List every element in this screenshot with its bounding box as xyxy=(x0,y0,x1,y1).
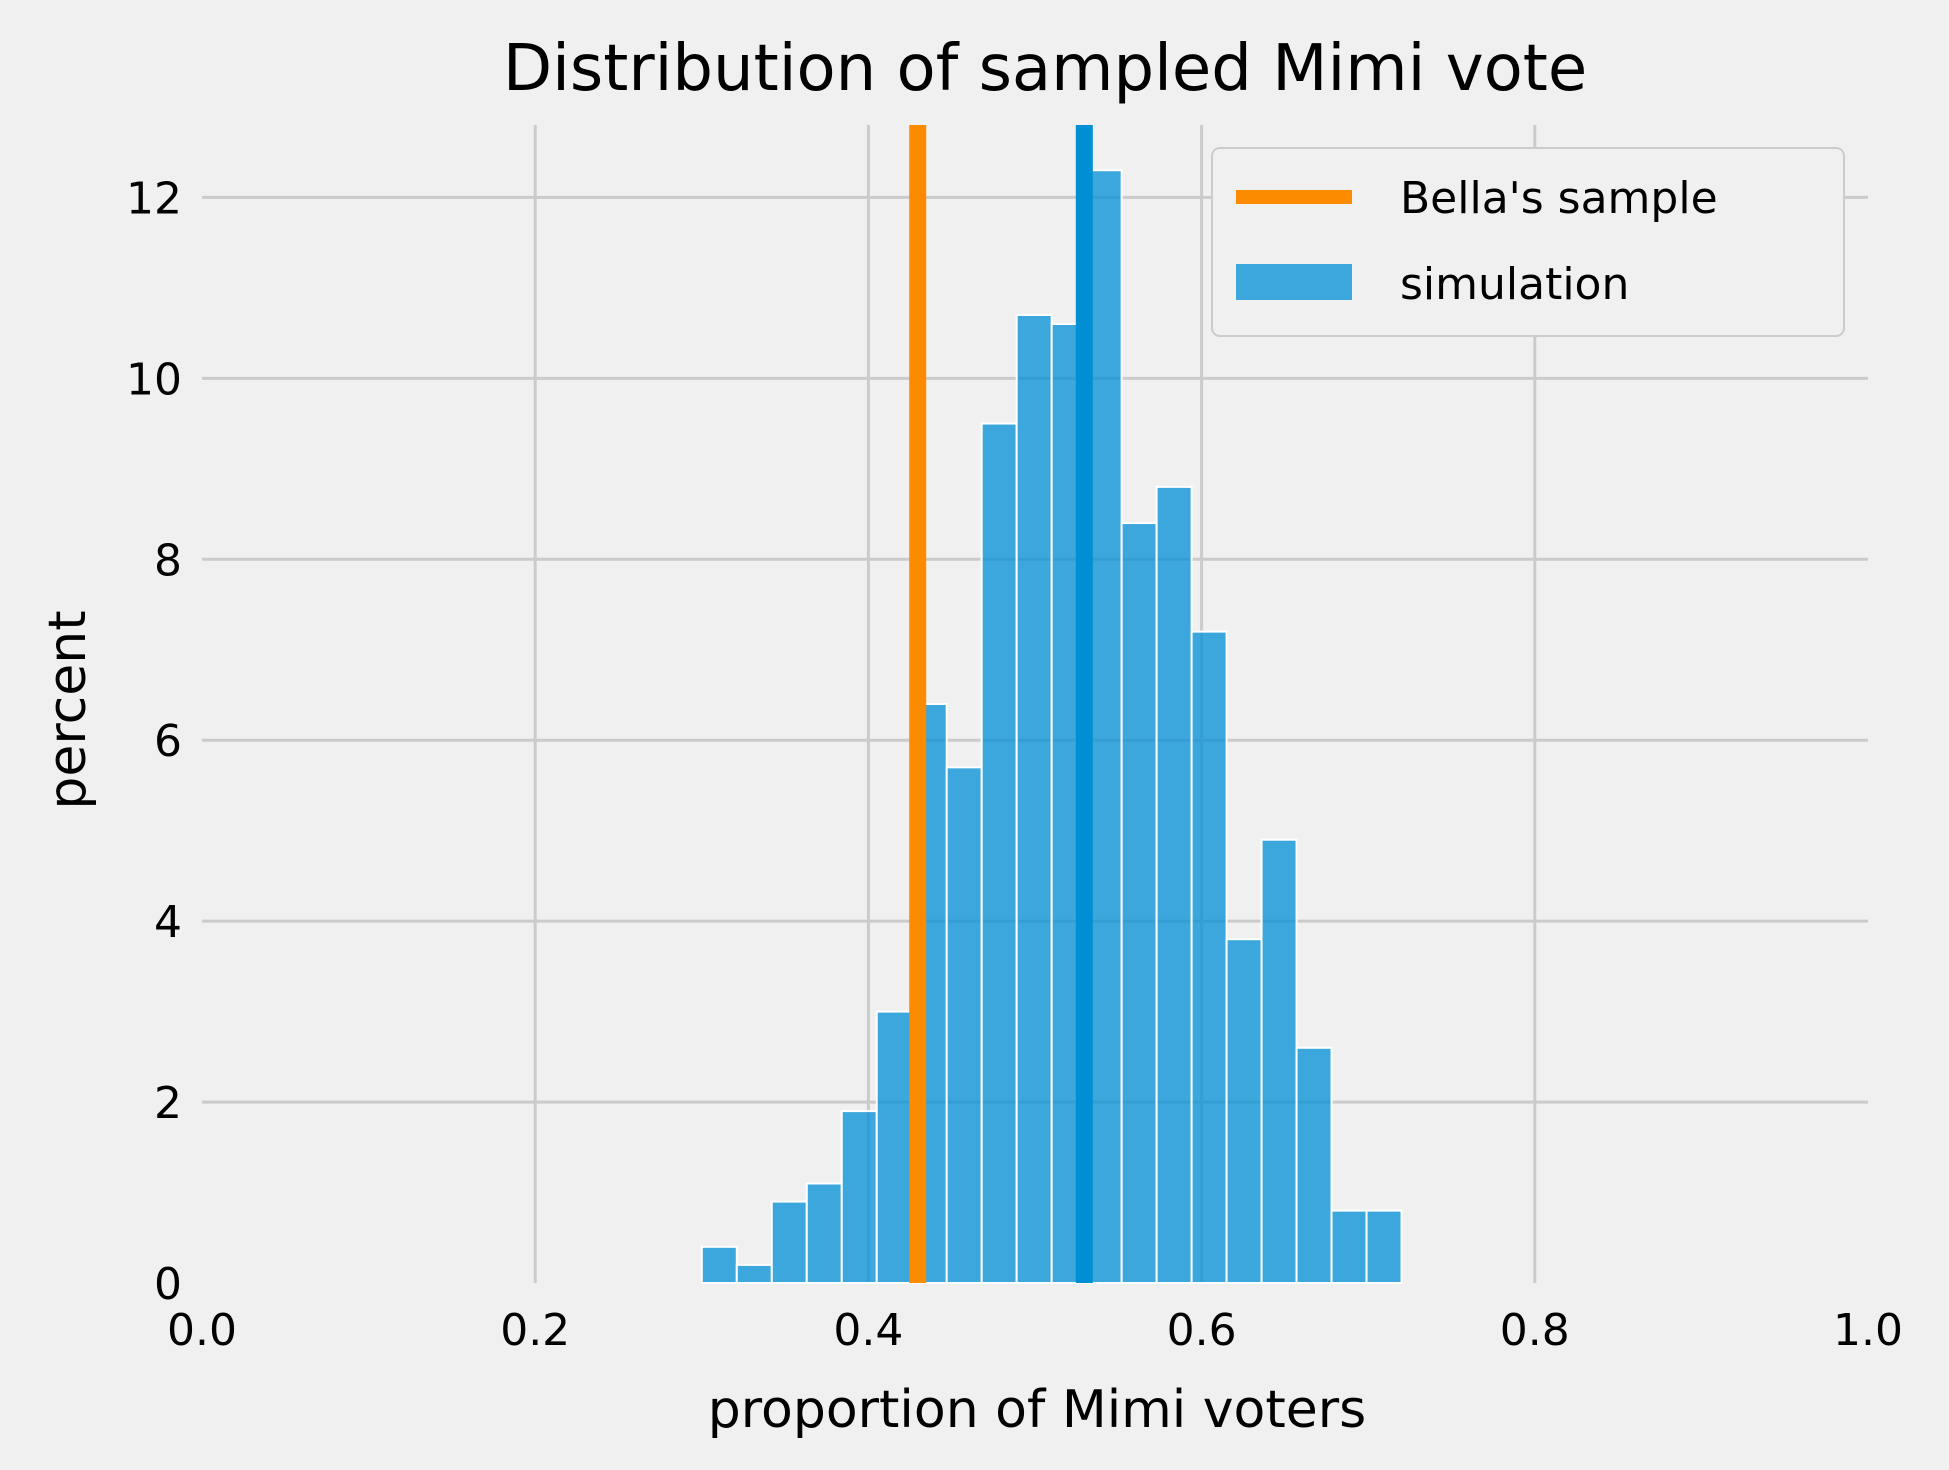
y-tick-label: 4 xyxy=(154,897,182,948)
histogram-bar xyxy=(1365,1209,1403,1284)
histogram-bar xyxy=(1260,838,1298,1284)
histogram-bar xyxy=(980,422,1018,1284)
y-tick-label: 8 xyxy=(154,535,182,586)
x-tick-label: 0.0 xyxy=(167,1305,237,1356)
legend-simulation-label: simulation xyxy=(1400,259,1629,310)
histogram-bar xyxy=(945,766,983,1284)
y-axis-label: percent xyxy=(38,610,98,809)
y-axis-ticks: 0 2 4 6 8 10 12 xyxy=(126,173,182,1310)
histogram-bar xyxy=(1190,630,1228,1284)
reference-lines xyxy=(909,125,1093,1283)
histogram-bar xyxy=(875,1010,913,1284)
legend: Bella's sample simulation xyxy=(1211,147,1845,337)
x-tick-label: 1.0 xyxy=(1833,1305,1903,1356)
y-tick-label: 2 xyxy=(154,1078,182,1129)
y-tick-label: 12 xyxy=(126,173,182,224)
histogram-bar xyxy=(1225,938,1263,1284)
y-tick-label: 6 xyxy=(154,716,182,767)
histogram-bar xyxy=(1330,1209,1368,1284)
histogram-bar xyxy=(1295,1046,1333,1284)
histogram-bar xyxy=(770,1200,808,1284)
x-axis-ticks: 0.0 0.2 0.4 0.6 0.8 1.0 xyxy=(167,1305,1903,1356)
histogram-bar xyxy=(700,1245,738,1284)
x-axis-label: proportion of Mimi voters xyxy=(708,1380,1366,1440)
histogram-bar xyxy=(1120,522,1158,1284)
legend-sample-label: Bella's sample xyxy=(1400,173,1718,224)
histogram-bar xyxy=(840,1110,878,1284)
legend-box xyxy=(1211,147,1845,337)
x-tick-label: 0.2 xyxy=(500,1305,570,1356)
x-tick-label: 0.4 xyxy=(833,1305,903,1356)
histogram-bar xyxy=(1155,485,1193,1284)
x-tick-label: 0.8 xyxy=(1500,1305,1570,1356)
x-tick-label: 0.6 xyxy=(1167,1305,1237,1356)
y-tick-label: 10 xyxy=(126,354,182,405)
chart-title: Distribution of sampled Mimi vote xyxy=(503,32,1587,106)
histogram-bar xyxy=(805,1182,843,1284)
histogram-bar xyxy=(1015,313,1053,1284)
legend-simulation-swatch xyxy=(1236,264,1352,300)
histogram-bar xyxy=(735,1263,773,1284)
y-tick-label: 0 xyxy=(154,1259,182,1310)
